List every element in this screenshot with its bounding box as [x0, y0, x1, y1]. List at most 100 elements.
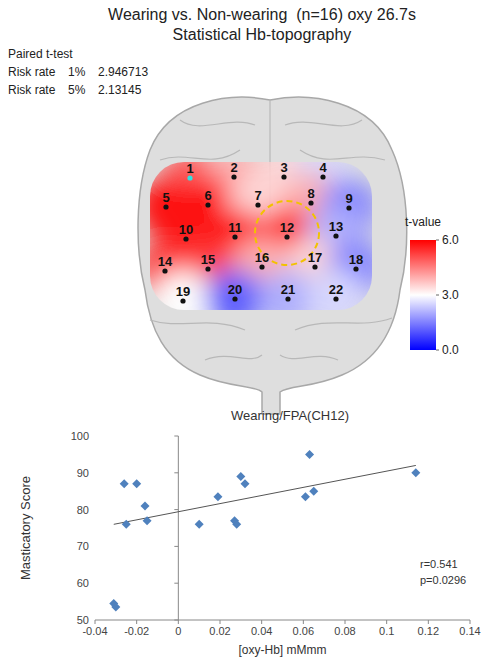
annotation: r=0.541	[420, 558, 458, 570]
scatter-point	[301, 492, 310, 501]
x-tick-label: 0.08	[334, 625, 355, 637]
scatter-point	[305, 450, 314, 459]
channel-dot	[180, 298, 185, 303]
channel-dot	[232, 296, 237, 301]
x-tick-label: 0.1	[379, 625, 394, 637]
channel-dot	[187, 175, 192, 180]
brain-sulcus	[205, 355, 262, 360]
channel-label: 18	[349, 252, 363, 267]
plot-area	[109, 450, 420, 612]
brain-sulcus	[160, 150, 240, 160]
channel-label: 22	[329, 282, 343, 297]
y-tick-label: 80	[77, 504, 89, 516]
x-tick	[303, 620, 304, 624]
colorbar-tick	[436, 295, 439, 296]
x-tick	[220, 620, 221, 624]
channel-dot	[232, 234, 237, 239]
colorbar-tick-label: 6.0	[442, 233, 459, 247]
heat-cell	[205, 269, 265, 310]
channel-dot	[346, 205, 351, 210]
trendline	[114, 465, 416, 524]
scatter-point	[195, 520, 204, 529]
channel-dot	[162, 268, 167, 273]
x-tick-label: 0.14	[459, 625, 480, 637]
heat-cell	[306, 269, 366, 310]
channel-label: 6	[204, 188, 211, 203]
x-tick	[428, 620, 429, 624]
stats-value: 2.13145	[98, 83, 142, 97]
channel-dot	[312, 264, 317, 269]
x-tick-label: 0	[175, 625, 181, 637]
stats-label: Risk rate	[8, 65, 56, 79]
channel-label: 9	[345, 191, 352, 206]
x-axis	[95, 620, 470, 621]
scatter-point	[236, 472, 245, 481]
x-tick	[345, 620, 346, 624]
scatter-point	[111, 603, 120, 612]
y-axis	[178, 436, 179, 620]
channel-label: 13	[329, 219, 343, 234]
channel-dot	[353, 266, 358, 271]
scatter-point	[232, 520, 241, 529]
stats-level: 5%	[68, 83, 86, 97]
channel-dot	[205, 202, 210, 207]
y-tick-label: 90	[77, 467, 89, 479]
brain-sulcus	[180, 120, 255, 126]
y-tick-label: 60	[77, 577, 89, 589]
stats-test: Paired t-test	[8, 47, 73, 61]
channel-dot	[163, 204, 168, 209]
stats-level: 1%	[68, 65, 86, 79]
x-tick	[178, 620, 179, 624]
stats-value: 2.946713	[98, 65, 148, 79]
colorbar-tick	[436, 350, 439, 351]
channel-label: 10	[179, 222, 193, 237]
scatter-point	[411, 468, 420, 477]
stats-label: Risk rate	[8, 83, 56, 97]
channel-label: 12	[280, 220, 294, 235]
annotation: p=0.0296	[420, 574, 466, 586]
y-tick	[174, 436, 178, 437]
channel-dot	[231, 174, 236, 179]
heat-map	[150, 162, 372, 310]
channel-dot	[285, 296, 290, 301]
channel-label: 16	[255, 250, 269, 265]
channel-dot	[333, 296, 338, 301]
x-tick-label: -0.04	[82, 625, 107, 637]
channel-dot	[333, 233, 338, 238]
scatter-point	[120, 479, 129, 488]
scatter-point	[241, 479, 250, 488]
channel-label: 21	[281, 282, 295, 297]
channel-label: 7	[254, 188, 261, 203]
y-tick-label: 70	[77, 540, 89, 552]
y-tick	[174, 620, 178, 621]
scatter-point	[213, 492, 222, 501]
x-tick	[95, 620, 96, 624]
x-tick	[470, 620, 471, 624]
channel-label: 1	[186, 161, 193, 176]
y-tick	[174, 472, 178, 473]
channel-label: 2	[230, 160, 237, 175]
channel-dot	[284, 234, 289, 239]
channel-label: 14	[158, 254, 173, 269]
y-tick-label: 100	[71, 430, 89, 442]
x-axis-title: [oxy-Hb] mMmm	[239, 643, 327, 657]
colorbar	[410, 240, 436, 350]
channel-label: 11	[228, 220, 242, 235]
x-tick-label: 0.06	[293, 625, 314, 637]
heat-layer	[150, 162, 372, 310]
colorbar-tick	[436, 240, 439, 241]
scatter-point	[309, 487, 318, 496]
figure: Wearing vs. Non-wearing (n=16) oxy 26.7s…	[0, 0, 494, 663]
scatter-point	[141, 501, 150, 510]
channel-dot	[320, 174, 325, 179]
channel-dot	[259, 264, 264, 269]
channel-label: 3	[280, 160, 287, 175]
x-tick-label: 0.02	[209, 625, 230, 637]
brain-sulcus	[150, 320, 245, 330]
heat-cell	[153, 271, 213, 310]
colorbar-title: t-value	[405, 215, 441, 229]
chart-title: Wearing/FPA(CH12)	[231, 408, 349, 423]
brain-sulcus	[285, 120, 362, 126]
channel-dot	[205, 266, 210, 271]
x-tick	[261, 620, 262, 624]
